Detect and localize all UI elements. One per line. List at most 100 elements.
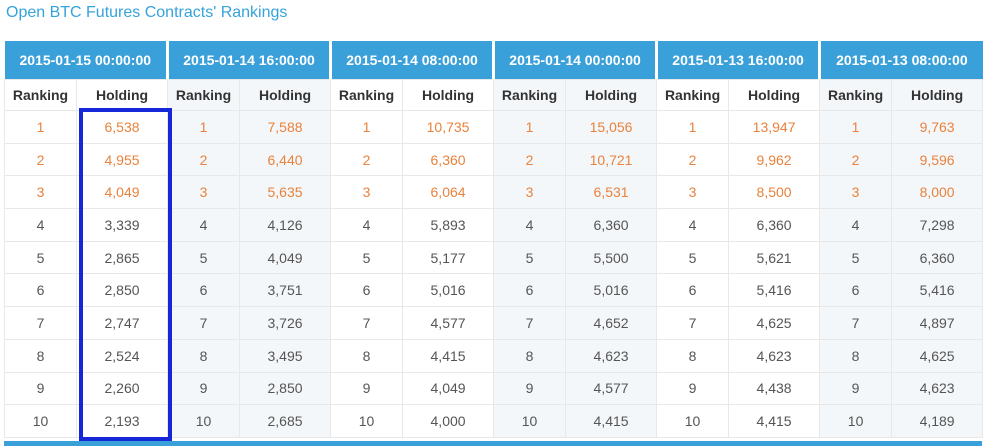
holding-cell: 5,500 (565, 240, 658, 275)
ranking-cell: 3 (4, 175, 77, 210)
holding-cell: 5,416 (728, 273, 821, 308)
holding-cell: 7,298 (891, 208, 984, 242)
table-row: 10 2,193 10 2,685 10 4,000 10 4,415 10 4,415 10 4,1… (4, 404, 984, 438)
holding-cell: 5,621 (728, 240, 821, 275)
holding-cell: 5,635 (239, 175, 332, 210)
date-header: 2015-01-13 16:00:00 (655, 41, 820, 80)
holding-cell: 4,577 (402, 306, 495, 340)
ranking-cell: 9 (656, 371, 730, 406)
holding-cell: 3,751 (239, 273, 332, 308)
ranking-cell: 3 (330, 175, 404, 210)
holding-cell: 5,016 (565, 273, 658, 308)
table-row: 1 6,538 1 7,588 1 10,735 1 15,056 1 13,947 1 9,763 (4, 110, 984, 144)
ranking-cell: 4 (656, 208, 730, 242)
date-header: 2015-01-13 08:00:00 (818, 41, 983, 80)
ranking-cell: 9 (819, 371, 893, 406)
ranking-cell: 1 (493, 110, 567, 144)
ranking-cell: 4 (493, 208, 567, 242)
ranking-cell: 7 (493, 306, 567, 340)
ranking-cell: 4 (819, 208, 893, 242)
next-header-strip (4, 441, 982, 446)
ranking-cell: 1 (167, 110, 241, 144)
ranking-cell: 3 (493, 175, 567, 210)
ranking-cell: 5 (493, 240, 567, 275)
date-header: 2015-01-15 00:00:00 (4, 41, 168, 80)
table-row: 7 2,747 7 3,726 7 4,577 7 4,652 7 4,625 7 4,897 (4, 306, 984, 340)
holding-cell: 2,260 (75, 371, 169, 406)
holding-cell: 4,577 (565, 371, 658, 406)
holding-header: Holding (402, 79, 495, 111)
holding-cell: 9,596 (891, 142, 984, 177)
holding-header: Holding (891, 79, 984, 111)
ranking-cell: 7 (167, 306, 241, 340)
holding-header: Holding (565, 79, 658, 111)
holding-cell: 4,897 (891, 306, 984, 340)
holding-cell: 8,000 (891, 175, 984, 210)
ranking-cell: 2 (167, 142, 241, 177)
ranking-cell: 10 (819, 404, 893, 438)
holding-cell: 6,440 (239, 142, 332, 177)
ranking-cell: 7 (819, 306, 893, 340)
holding-cell: 4,049 (75, 175, 169, 210)
ranking-cell: 4 (4, 208, 77, 242)
rankings-table: 2015-01-15 00:00:00 2015-01-14 16:00:00 20… (4, 41, 984, 438)
table-row: 8 2,524 8 3,495 8 4,415 8 4,623 8 4,623 8 4,625 (4, 338, 984, 373)
holding-cell: 4,623 (891, 371, 984, 406)
page-title: Open BTC Futures Contracts' Rankings (6, 4, 288, 21)
holding-cell: 2,747 (75, 306, 169, 340)
ranking-cell: 3 (167, 175, 241, 210)
holding-cell: 4,625 (728, 306, 821, 340)
holding-cell: 8,500 (728, 175, 821, 210)
holding-cell: 4,415 (728, 404, 821, 438)
ranking-cell: 5 (656, 240, 730, 275)
holding-cell: 5,177 (402, 240, 495, 275)
ranking-header: Ranking (167, 79, 241, 111)
table-row: 3 4,049 3 5,635 3 6,064 3 6,531 3 8,500 3 8,000 (4, 175, 984, 210)
ranking-cell: 2 (330, 142, 404, 177)
holding-cell: 2,850 (239, 371, 332, 406)
ranking-header: Ranking (493, 79, 567, 111)
ranking-cell: 6 (4, 273, 77, 308)
ranking-cell: 10 (167, 404, 241, 438)
ranking-cell: 8 (167, 338, 241, 373)
ranking-cell: 9 (493, 371, 567, 406)
ranking-cell: 10 (330, 404, 404, 438)
ranking-cell: 1 (819, 110, 893, 144)
ranking-cell: 1 (656, 110, 730, 144)
holding-cell: 3,495 (239, 338, 332, 373)
ranking-cell: 4 (330, 208, 404, 242)
ranking-cell: 3 (656, 175, 730, 210)
ranking-cell: 8 (4, 338, 77, 373)
date-header: 2015-01-14 08:00:00 (329, 41, 494, 80)
ranking-cell: 1 (4, 110, 77, 144)
holding-cell: 6,360 (565, 208, 658, 242)
ranking-cell: 8 (819, 338, 893, 373)
holding-cell: 5,893 (402, 208, 495, 242)
ranking-cell: 2 (4, 142, 77, 177)
table-row: 9 2,260 9 2,850 9 4,049 9 4,577 9 4,438 9 4,623 (4, 371, 984, 406)
holding-cell: 5,416 (891, 273, 984, 308)
ranking-cell: 6 (167, 273, 241, 308)
holding-cell: 9,962 (728, 142, 821, 177)
ranking-cell: 3 (819, 175, 893, 210)
table-row: 4 3,339 4 4,126 4 5,893 4 6,360 4 6,360 4 7,298 (4, 208, 984, 242)
holding-header: Holding (239, 79, 332, 111)
ranking-cell: 6 (330, 273, 404, 308)
holding-cell: 13,947 (728, 110, 821, 144)
holding-cell: 4,000 (402, 404, 495, 438)
table-row: 5 2,865 5 4,049 5 5,177 5 5,500 5 5,621 5 6,360 (4, 240, 984, 275)
holding-cell: 3,339 (75, 208, 169, 242)
ranking-cell: 8 (493, 338, 567, 373)
ranking-cell: 9 (330, 371, 404, 406)
ranking-cell: 5 (167, 240, 241, 275)
ranking-header: Ranking (4, 79, 77, 111)
ranking-cell: 4 (167, 208, 241, 242)
holding-cell: 6,064 (402, 175, 495, 210)
ranking-cell: 10 (493, 404, 567, 438)
ranking-cell: 6 (819, 273, 893, 308)
ranking-cell: 2 (493, 142, 567, 177)
ranking-cell: 1 (330, 110, 404, 144)
ranking-cell: 2 (819, 142, 893, 177)
holding-cell: 10,735 (402, 110, 495, 144)
